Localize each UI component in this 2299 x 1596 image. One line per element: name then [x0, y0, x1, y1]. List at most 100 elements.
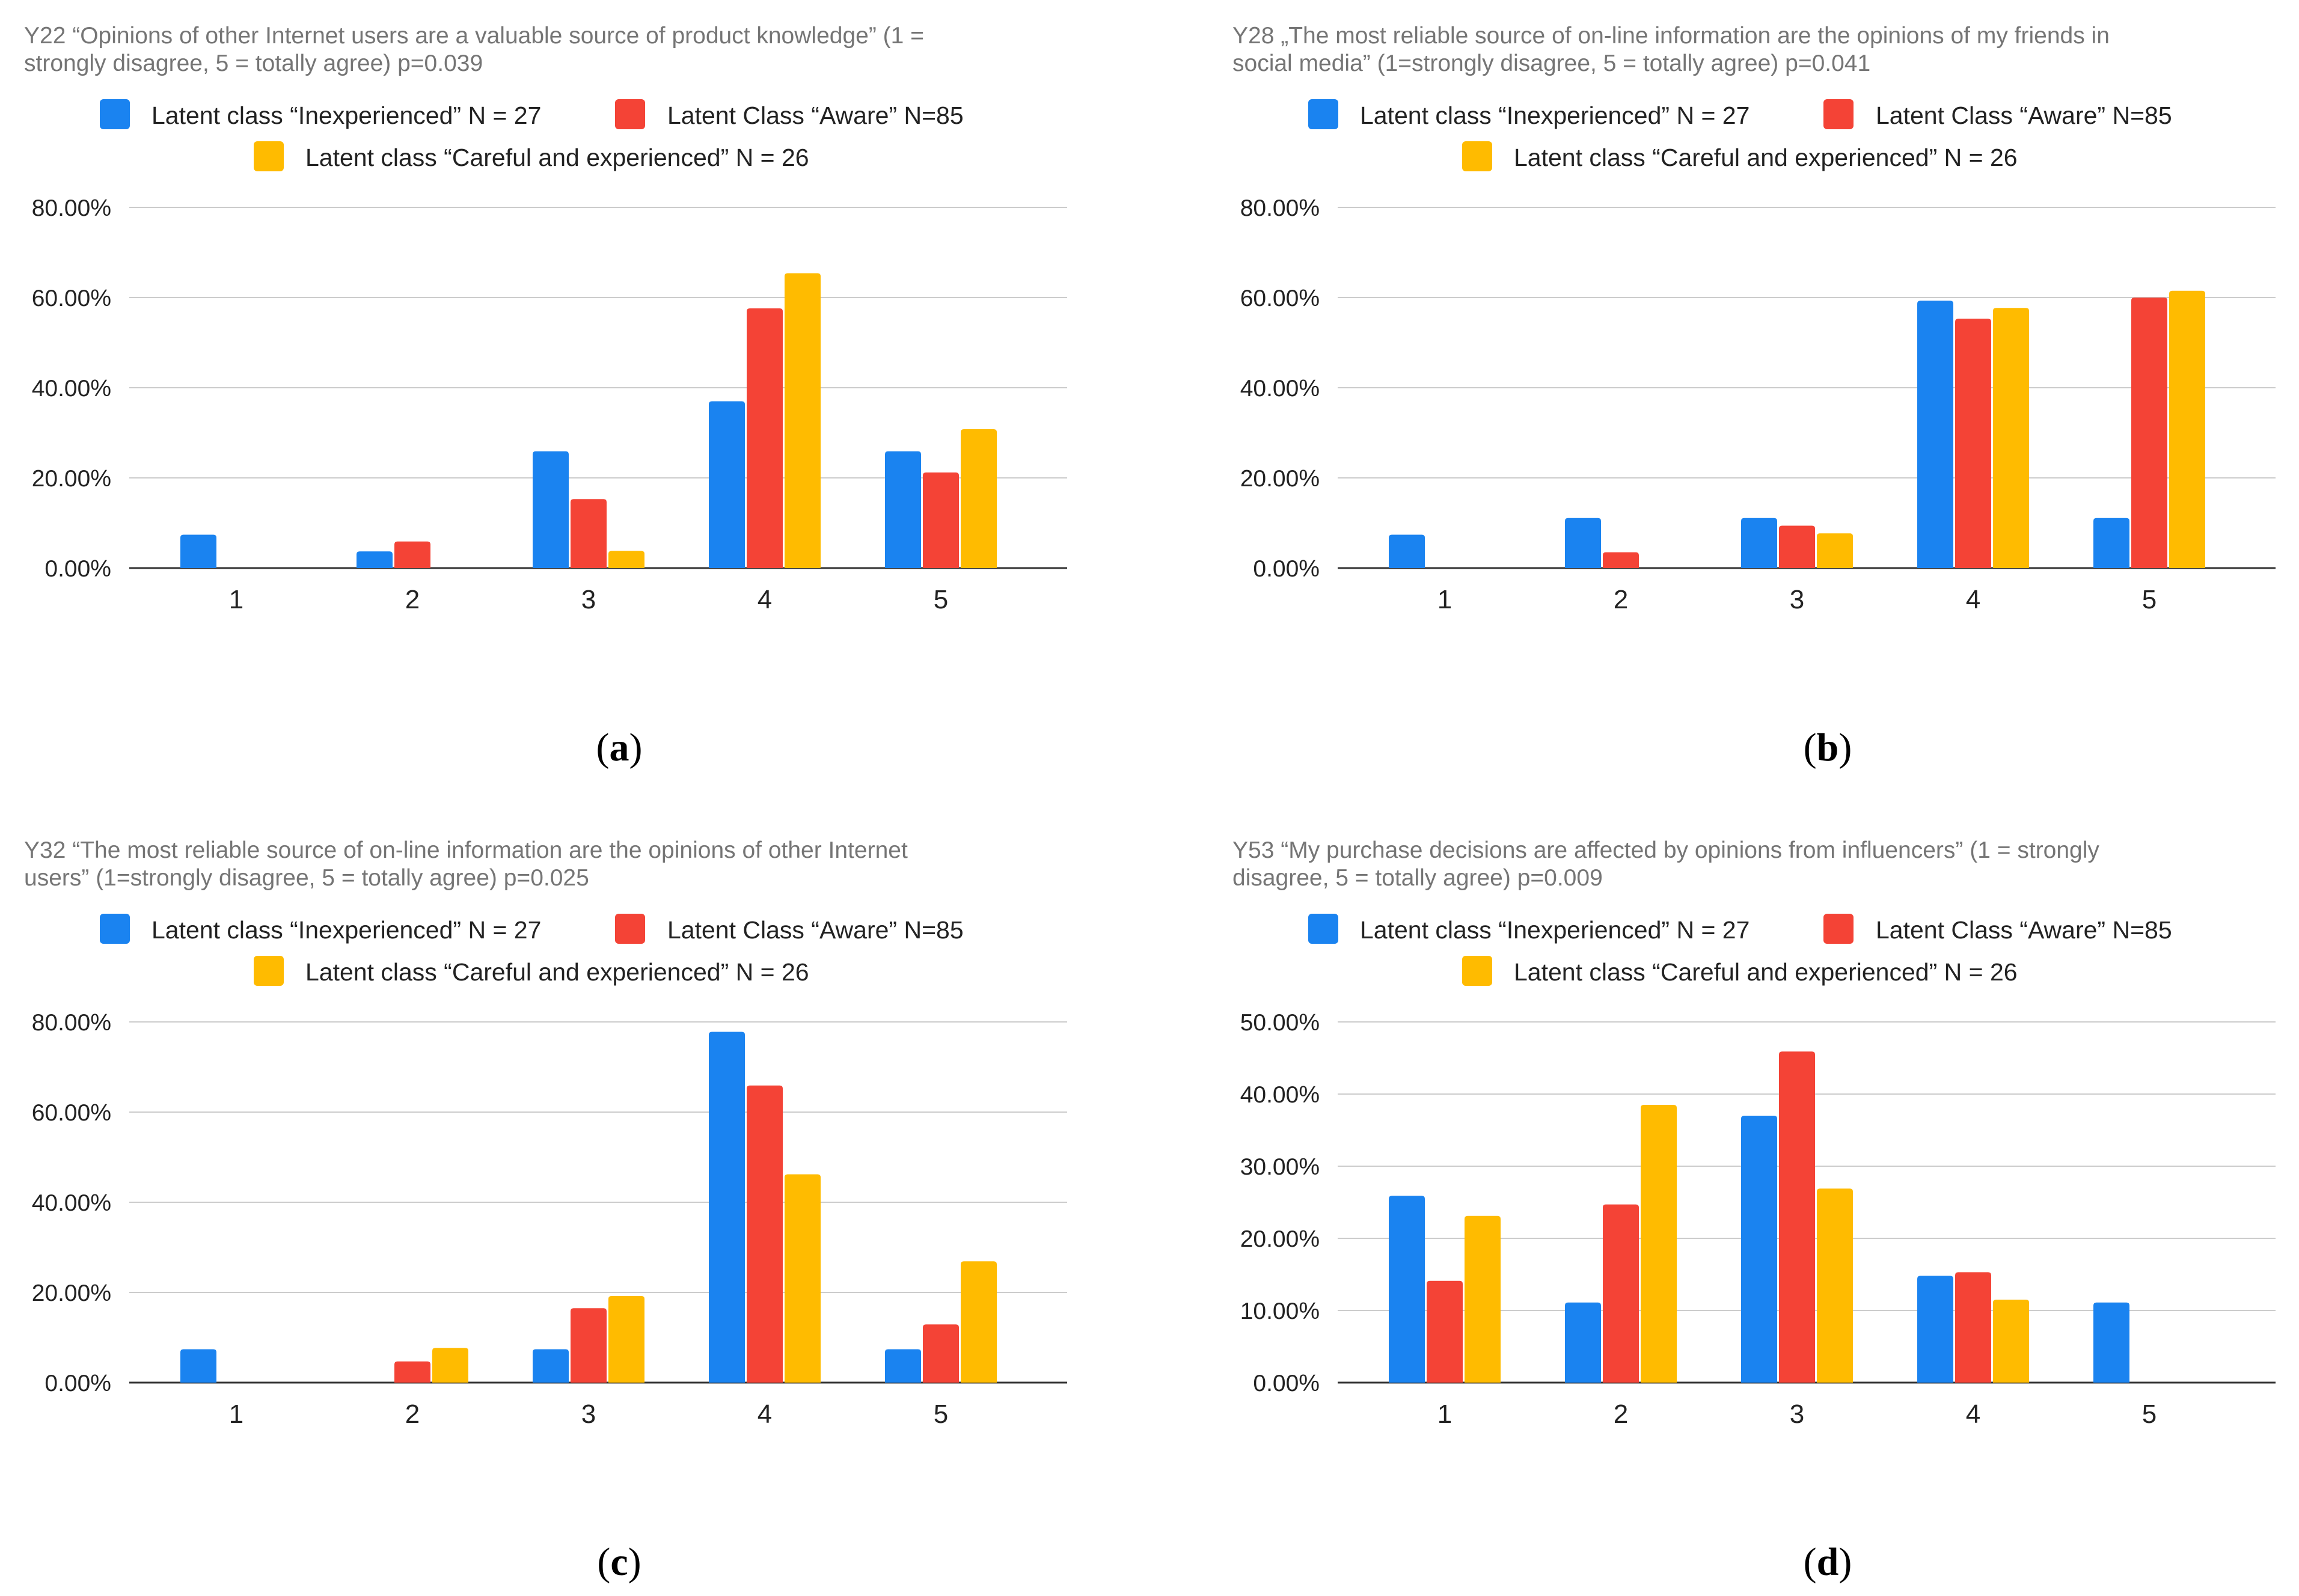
bar-series3-cat4	[785, 273, 821, 568]
legend-label-3: Latent class “Careful and experienced” N…	[305, 144, 809, 171]
subfigure-letter: b	[1817, 726, 1839, 769]
y-tick-label: 20.00%	[1240, 466, 1320, 492]
x-tick-label: 1	[1437, 1399, 1452, 1429]
bar-series3-cat3	[1817, 533, 1853, 568]
legend-swatch-2	[1823, 99, 1854, 129]
y-tick-label: 0.00%	[1253, 1371, 1320, 1396]
y-tick-label: 40.00%	[32, 1190, 111, 1216]
chart-title-line-2: users” (1=strongly disagree, 5 = totally…	[24, 865, 589, 891]
chart-title-line-1: Y32 “The most reliable source of on-line…	[24, 837, 908, 863]
bar-series1-cat3	[533, 451, 569, 568]
y-tick-label: 20.00%	[32, 466, 111, 492]
y-tick-label: 20.00%	[32, 1280, 111, 1306]
bar-series2-cat5	[2131, 298, 2167, 568]
bar-series1-cat2	[1565, 1302, 1601, 1383]
bar-series3-cat5	[961, 429, 997, 568]
legend-swatch-2	[615, 99, 645, 129]
bar-series3-cat2	[432, 1348, 468, 1383]
x-tick-label: 5	[934, 585, 948, 614]
bar-series3-cat5	[961, 1261, 997, 1383]
bar-series2-cat5	[923, 472, 959, 568]
x-tick-label: 2	[1614, 1399, 1628, 1429]
chart-panel-c: Y32 “The most reliable source of on-line…	[0, 815, 1112, 1590]
x-tick-label: 1	[229, 585, 243, 614]
legend-label-2: Latent Class “Aware” N=85	[667, 916, 964, 944]
bar-series2-cat1	[1427, 1280, 1463, 1383]
bar-series1-cat5	[2093, 1302, 2129, 1383]
bar-series1-cat5	[885, 451, 921, 568]
legend-label-2: Latent Class “Aware” N=85	[1876, 916, 2172, 944]
bar-series1-cat4	[709, 401, 745, 568]
subfigure-letter: c	[610, 1540, 628, 1584]
bar-series1-cat1	[1389, 534, 1425, 568]
bar-series1-cat4	[1917, 301, 1953, 568]
x-tick-label: 3	[581, 1399, 596, 1429]
y-tick-label: 80.00%	[32, 195, 111, 221]
bar-series2-cat4	[747, 308, 783, 568]
legend-swatch-3	[254, 956, 284, 986]
y-tick-label: 80.00%	[32, 1010, 111, 1036]
y-tick-label: 60.00%	[32, 1100, 111, 1126]
x-tick-label: 4	[1966, 585, 1980, 614]
bar-series3-cat3	[1817, 1188, 1853, 1383]
bar-series2-cat2	[394, 1361, 430, 1383]
bar-series3-cat4	[1993, 1300, 2029, 1383]
y-tick-label: 0.00%	[1253, 556, 1320, 582]
x-tick-label: 5	[934, 1399, 948, 1429]
bar-series2-cat3	[571, 499, 607, 568]
subfigure-letter: d	[1817, 1540, 1839, 1584]
bar-series1-cat4	[709, 1032, 745, 1383]
bar-series2-cat2	[1603, 552, 1639, 568]
bar-series3-cat1	[1465, 1215, 1501, 1383]
y-tick-label: 50.00%	[1240, 1010, 1320, 1036]
chart-title-line-1: Y22 “Opinions of other Internet users ar…	[24, 23, 924, 49]
x-tick-label: 3	[1790, 585, 1804, 614]
chart-title-line-2: disagree, 5 = totally agree) p=0.009	[1232, 865, 1603, 891]
chart-panel-d: Y53 “My purchase decisions are affected …	[1208, 815, 2299, 1590]
chart-title-line-1: Y53 “My purchase decisions are affected …	[1232, 837, 2099, 863]
legend-label-2: Latent Class “Aware” N=85	[1876, 102, 2172, 129]
bar-series2-cat3	[571, 1308, 607, 1383]
legend-label-1: Latent class “Inexperienced” N = 27	[1360, 102, 1750, 129]
bar-series2-cat2	[1603, 1204, 1639, 1383]
x-tick-label: 2	[405, 1399, 420, 1429]
legend-label-2: Latent Class “Aware” N=85	[667, 102, 964, 129]
bar-series3-cat4	[1993, 308, 2029, 568]
x-tick-label: 3	[1790, 1399, 1804, 1429]
chart-svg: Y28 „The most reliable source of on-line…	[1232, 23, 2276, 769]
legend-swatch-3	[254, 141, 284, 171]
bar-series1-cat2	[357, 551, 393, 568]
x-tick-label: 4	[758, 585, 772, 614]
y-tick-label: 40.00%	[32, 376, 111, 402]
y-tick-label: 0.00%	[44, 556, 111, 582]
legend-label-1: Latent class “Inexperienced” N = 27	[152, 102, 541, 129]
chart-panel-a: Y22 “Opinions of other Internet users ar…	[0, 0, 1112, 775]
y-tick-label: 60.00%	[1240, 286, 1320, 311]
chart-svg: Y32 “The most reliable source of on-line…	[24, 837, 1067, 1584]
bar-series3-cat4	[785, 1174, 821, 1383]
legend-swatch-3	[1462, 141, 1492, 171]
subfigure-caption: (d)	[1804, 1540, 1852, 1584]
legend-label-3: Latent class “Careful and experienced” N…	[305, 958, 809, 986]
bar-series2-cat5	[923, 1324, 959, 1383]
bar-series2-cat4	[1955, 1272, 1991, 1383]
bar-series1-cat5	[885, 1349, 921, 1383]
bar-series1-cat1	[180, 534, 216, 568]
chart-title-line-2: social media” (1=strongly disagree, 5 = …	[1232, 50, 1870, 76]
y-tick-label: 0.00%	[44, 1371, 111, 1396]
subfigure-caption: (c)	[597, 1540, 641, 1584]
bar-series2-cat4	[747, 1085, 783, 1383]
x-tick-label: 1	[1437, 585, 1452, 614]
bar-series3-cat3	[608, 1296, 644, 1383]
x-tick-label: 4	[758, 1399, 772, 1429]
bar-series1-cat3	[1741, 1116, 1777, 1383]
legend-swatch-2	[615, 914, 645, 944]
bar-series1-cat3	[533, 1349, 569, 1383]
y-tick-label: 20.00%	[1240, 1226, 1320, 1252]
bar-series2-cat3	[1779, 1051, 1815, 1383]
y-tick-label: 30.00%	[1240, 1154, 1320, 1180]
y-tick-label: 40.00%	[1240, 1082, 1320, 1108]
legend-label-3: Latent class “Careful and experienced” N…	[1514, 144, 2018, 171]
legend-swatch-1	[1308, 99, 1338, 129]
bar-series1-cat1	[180, 1349, 216, 1383]
